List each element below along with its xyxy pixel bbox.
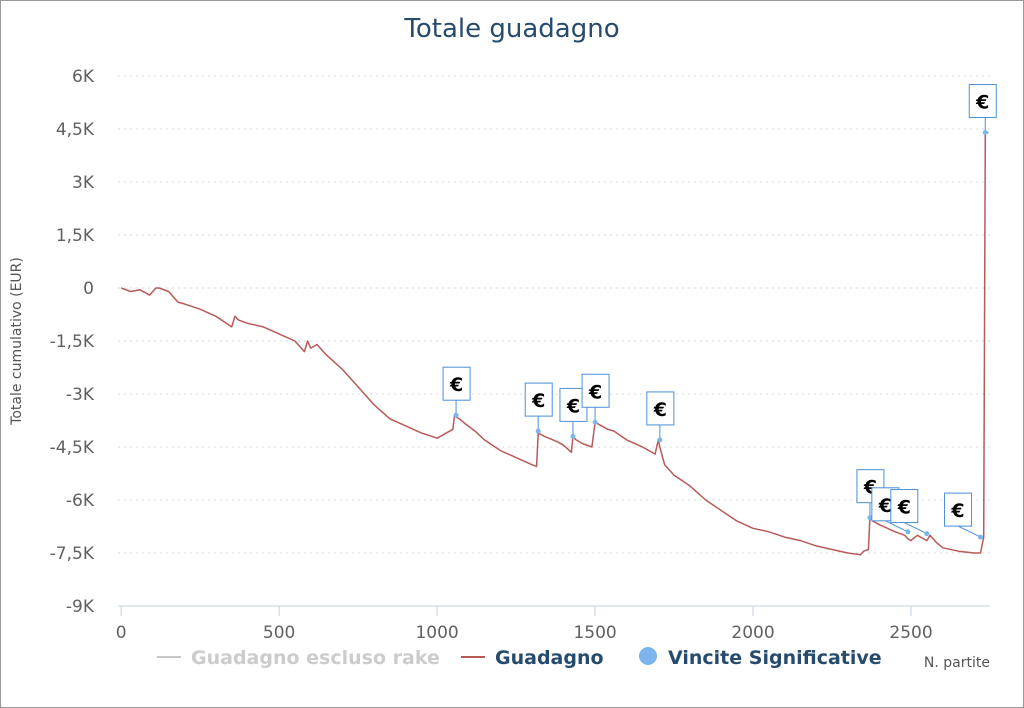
flag-label: € [975, 92, 989, 114]
legend-item-guadagno[interactable]: Guadagno [461, 647, 604, 669]
flag-box [581, 373, 610, 408]
chart-title: Totale guadagno [403, 14, 619, 44]
flag-label: € [878, 495, 892, 517]
vincite-flag[interactable]: € [524, 382, 553, 434]
flag-box [944, 492, 973, 527]
y-tick-label: 1,5K [56, 226, 95, 246]
vincite-point [592, 419, 598, 425]
x-tick-label: 2000 [731, 623, 774, 643]
legend-item-vincite[interactable]: Vincite Significative [639, 647, 882, 669]
flag-box [968, 84, 997, 119]
y-tick-label: -3K [66, 385, 95, 405]
vincite-point [453, 412, 459, 418]
x-axis: 0 500 1000 1500 2000 2500 [116, 605, 990, 643]
x-tick-label: 1000 [415, 623, 458, 643]
vincite-flag[interactable]: € [968, 84, 997, 136]
x-tick-label: 1500 [573, 623, 616, 643]
y-axis: 6K 4,5K 3K 1,5K 0 -1,5K -3K -4,5K -6K -7,5K -9K [50, 67, 95, 617]
legend-symbol-vincite [639, 647, 657, 665]
legend-label-escluso-rake: Guadagno escluso rake [191, 647, 440, 669]
y-axis-title: Totale cumulativo (EUR) [9, 257, 25, 426]
y-tick-label: 6K [72, 67, 95, 87]
vincite-point [867, 515, 873, 521]
legend-label-guadagno: Guadagno [495, 647, 604, 669]
y-tick-label: 3K [72, 173, 95, 193]
vincite-markers: €€ €€€€€ € €€ [442, 84, 997, 540]
legend: Guadagno escluso rake Guadagno Vincite S… [157, 647, 882, 669]
flag-box [442, 366, 471, 401]
legend-label-vincite: Vincite Significative [668, 647, 882, 669]
vincite-point [905, 529, 911, 535]
vincite-point [982, 130, 988, 136]
grid-lines [118, 75, 990, 554]
flag-stem [885, 520, 909, 533]
vincite-flag[interactable]: € [646, 391, 675, 443]
y-tick-label: -6K [66, 491, 95, 511]
legend-item-escluso-rake[interactable]: Guadagno escluso rake [157, 647, 440, 669]
x-tick-label: 0 [116, 623, 127, 643]
vincite-point [657, 437, 663, 443]
flag-label: € [531, 390, 545, 412]
flag-stem [957, 525, 981, 538]
flag-label: € [653, 399, 667, 421]
y-tick-label: 4,5K [56, 120, 95, 140]
series-line-guadagno[interactable] [120, 131, 989, 556]
flag-label: € [950, 500, 964, 522]
series-layer [120, 131, 989, 556]
flag-label: € [449, 374, 463, 396]
flag-label: € [566, 395, 580, 417]
flag-box [524, 382, 553, 417]
flag-label: € [588, 381, 602, 403]
vincite-point [924, 531, 930, 537]
y-tick-label: -9K [66, 597, 95, 617]
y-tick-label: -7,5K [50, 544, 95, 564]
flag-box [890, 489, 919, 524]
vincite-point [535, 428, 541, 434]
flag-label: € [897, 497, 911, 519]
vincite-flag[interactable]: € [890, 489, 930, 537]
flag-stem [904, 522, 928, 535]
x-tick-label: 500 [263, 623, 295, 643]
flag-box [646, 391, 675, 426]
y-tick-label: -4,5K [50, 438, 95, 458]
y-tick-label: 0 [83, 279, 94, 299]
vincite-flag[interactable]: € [944, 492, 984, 540]
x-axis-title: N. partite [924, 655, 990, 671]
vincite-flag[interactable]: € [581, 373, 610, 425]
x-tick-label: 2500 [889, 623, 932, 643]
vincite-point [978, 534, 984, 540]
vincite-flag[interactable]: € [442, 366, 471, 418]
y-tick-label: -1,5K [50, 332, 95, 352]
vincite-point [570, 433, 576, 439]
